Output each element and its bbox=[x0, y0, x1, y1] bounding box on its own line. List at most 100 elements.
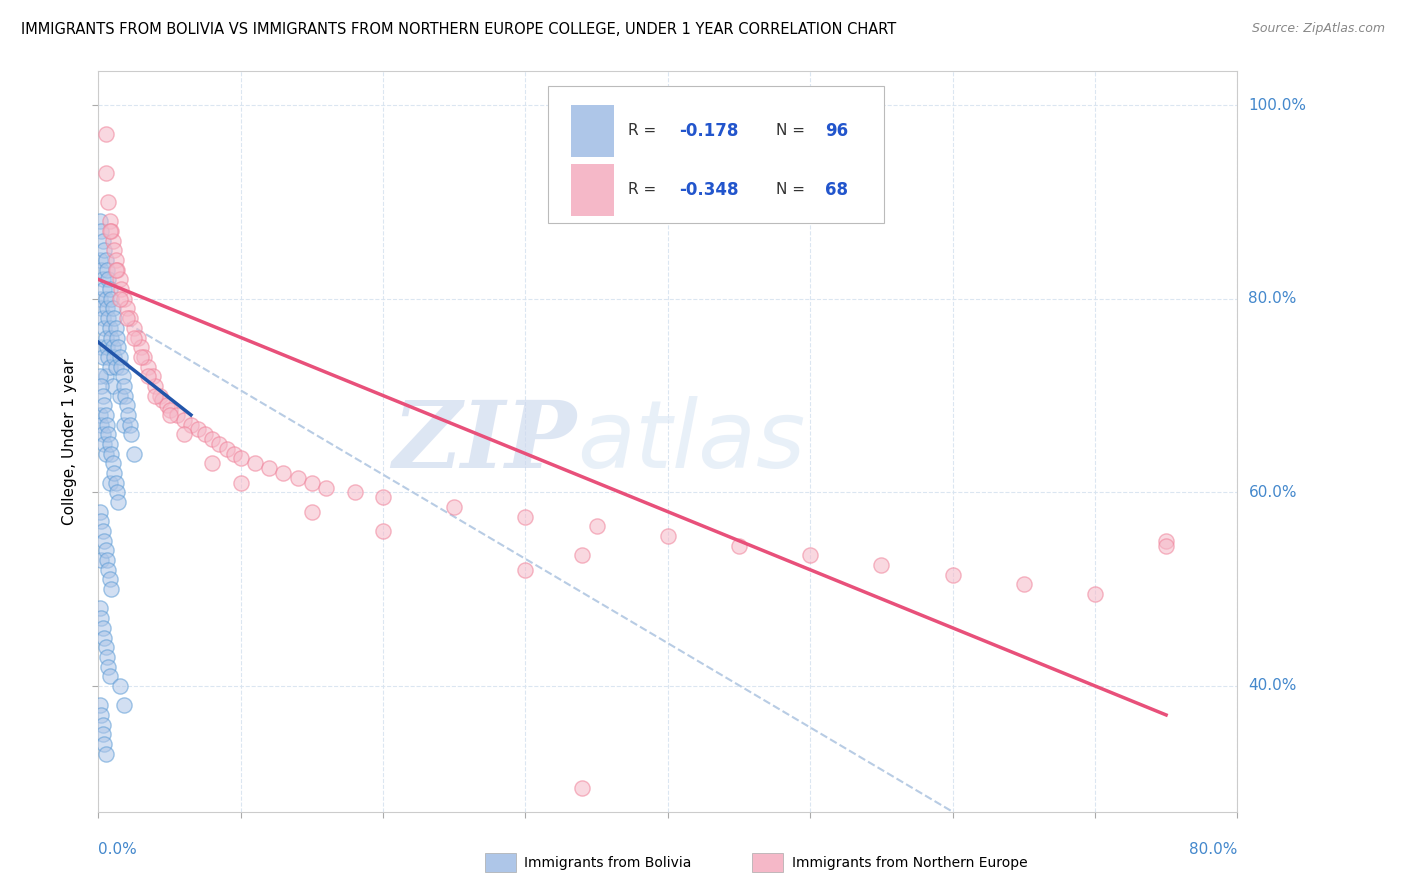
Text: 100.0%: 100.0% bbox=[1249, 98, 1306, 112]
Point bbox=[201, 456, 224, 470]
Point bbox=[159, 408, 181, 422]
Text: -0.348: -0.348 bbox=[679, 181, 738, 199]
Point bbox=[94, 747, 117, 761]
Point bbox=[94, 128, 117, 142]
Point bbox=[89, 601, 111, 615]
Point bbox=[91, 234, 114, 248]
Point bbox=[91, 621, 114, 635]
Text: IMMIGRANTS FROM BOLIVIA VS IMMIGRANTS FROM NORTHERN EUROPE COLLEGE, UNDER 1 YEAR: IMMIGRANTS FROM BOLIVIA VS IMMIGRANTS FR… bbox=[21, 22, 897, 37]
Point bbox=[343, 485, 366, 500]
Point bbox=[515, 509, 537, 524]
Point bbox=[98, 669, 121, 683]
Point bbox=[156, 398, 179, 412]
Point bbox=[215, 442, 238, 456]
Point bbox=[94, 330, 117, 344]
Point bbox=[94, 253, 117, 268]
Point bbox=[145, 379, 167, 393]
Point bbox=[98, 359, 121, 374]
Point bbox=[96, 301, 118, 316]
Point bbox=[91, 388, 114, 402]
Point bbox=[149, 388, 172, 402]
Point bbox=[136, 359, 159, 374]
Point bbox=[91, 311, 114, 326]
Point bbox=[108, 292, 131, 306]
Point bbox=[98, 214, 121, 228]
Point bbox=[97, 350, 120, 364]
Point bbox=[104, 359, 127, 374]
Text: atlas: atlas bbox=[576, 396, 806, 487]
Point bbox=[259, 461, 281, 475]
Point bbox=[101, 379, 124, 393]
Point bbox=[108, 272, 131, 286]
Point bbox=[100, 292, 122, 306]
Point bbox=[110, 359, 132, 374]
Point bbox=[443, 500, 465, 514]
Point bbox=[101, 301, 124, 316]
Point bbox=[122, 330, 145, 344]
Point bbox=[100, 582, 122, 596]
Point bbox=[1012, 577, 1035, 591]
Point bbox=[173, 413, 195, 427]
Point bbox=[129, 340, 152, 354]
Point bbox=[173, 427, 195, 442]
Point bbox=[93, 398, 115, 412]
Point bbox=[120, 427, 142, 442]
Point bbox=[122, 447, 145, 461]
Point bbox=[89, 253, 111, 268]
Point bbox=[571, 780, 593, 795]
Point bbox=[94, 408, 117, 422]
Point bbox=[96, 553, 118, 567]
Point bbox=[208, 437, 231, 451]
Point bbox=[98, 437, 121, 451]
Point bbox=[89, 698, 111, 713]
Text: Source: ZipAtlas.com: Source: ZipAtlas.com bbox=[1251, 22, 1385, 36]
Point bbox=[100, 224, 122, 238]
Point bbox=[112, 292, 135, 306]
Point bbox=[91, 427, 114, 442]
Point bbox=[141, 369, 163, 384]
Point bbox=[571, 548, 593, 562]
Point bbox=[229, 451, 252, 466]
Point bbox=[97, 311, 120, 326]
Point bbox=[373, 524, 395, 538]
Point bbox=[89, 292, 111, 306]
Point bbox=[94, 447, 117, 461]
Point bbox=[118, 311, 141, 326]
Point bbox=[166, 408, 188, 422]
Point bbox=[127, 330, 149, 344]
Text: 40.0%: 40.0% bbox=[1249, 679, 1296, 693]
Point bbox=[112, 379, 135, 393]
Point bbox=[94, 369, 117, 384]
Point bbox=[110, 282, 132, 296]
Point bbox=[104, 253, 127, 268]
Point bbox=[115, 301, 138, 316]
Point bbox=[94, 166, 117, 180]
Text: R =: R = bbox=[628, 182, 657, 197]
Point bbox=[101, 456, 124, 470]
Point bbox=[89, 214, 111, 228]
Point bbox=[90, 611, 112, 625]
Point bbox=[1084, 587, 1107, 601]
Point bbox=[94, 543, 117, 558]
Point bbox=[89, 505, 111, 519]
Point bbox=[728, 539, 751, 553]
Point bbox=[103, 311, 125, 326]
Point bbox=[101, 340, 124, 354]
Point bbox=[103, 466, 125, 480]
Point bbox=[145, 388, 167, 402]
Point bbox=[1154, 539, 1177, 553]
Point bbox=[94, 292, 117, 306]
Point bbox=[104, 262, 127, 277]
Point bbox=[515, 563, 537, 577]
Point bbox=[1154, 533, 1177, 548]
Point bbox=[112, 417, 135, 432]
Point bbox=[114, 388, 136, 402]
Point bbox=[103, 244, 125, 258]
Bar bbox=[571, 104, 614, 156]
Text: N =: N = bbox=[776, 123, 806, 138]
Point bbox=[201, 432, 224, 446]
Point bbox=[90, 708, 112, 723]
Text: R =: R = bbox=[628, 123, 657, 138]
Text: 96: 96 bbox=[825, 121, 848, 139]
Text: 68: 68 bbox=[825, 181, 848, 199]
